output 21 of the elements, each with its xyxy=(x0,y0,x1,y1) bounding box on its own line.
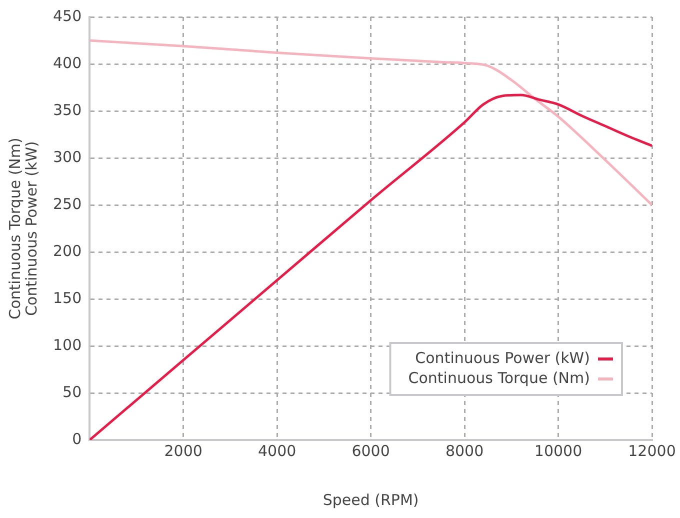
y-tick-label: 400 xyxy=(52,54,82,72)
x-tick-label: 6000 xyxy=(352,442,390,460)
x-tick-label: 12000 xyxy=(628,442,676,460)
legend-label: Continuous Torque (Nm) xyxy=(408,368,590,387)
line-series xyxy=(90,39,652,206)
y-tick-label: 250 xyxy=(52,194,82,213)
y-tick-label: 0 xyxy=(72,430,82,448)
legend-label: Continuous Power (kW) xyxy=(415,348,590,367)
y-tick-label: 350 xyxy=(52,100,82,119)
y-tick-label: 100 xyxy=(52,336,82,354)
y-tick-label: 200 xyxy=(52,242,82,260)
x-tick-label: 10000 xyxy=(534,442,582,460)
y-tick-label: 450 xyxy=(52,6,82,25)
y-axis-title: Continuous Torque (Nm) Continuous Power (kW) xyxy=(6,138,41,320)
y-tick-label: 150 xyxy=(52,288,82,307)
x-tick-label: 2000 xyxy=(164,442,202,460)
x-axis-title: Speed (RPM) xyxy=(322,490,419,509)
x-tick-label: 8000 xyxy=(445,442,484,460)
y-tick-label: 300 xyxy=(52,148,82,166)
x-tick-label: 4000 xyxy=(258,442,296,460)
y-tick-label: 50 xyxy=(62,382,82,401)
